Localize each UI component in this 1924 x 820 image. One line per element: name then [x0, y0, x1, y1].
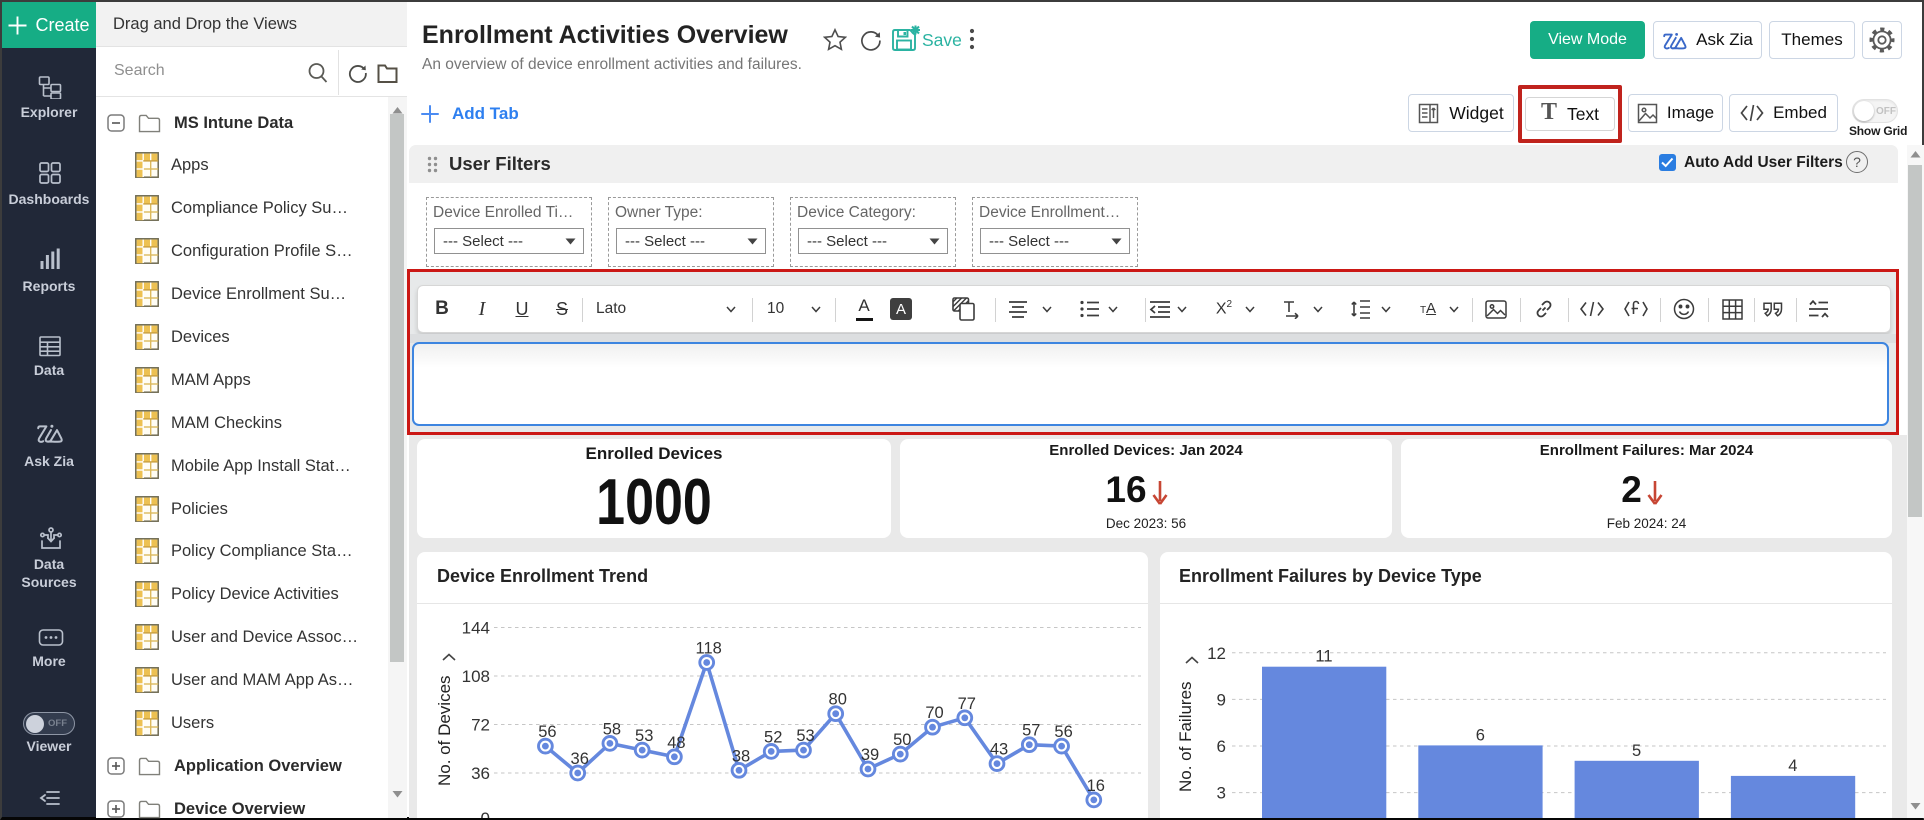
svg-text:56: 56 [1054, 723, 1072, 741]
svg-text:39: 39 [861, 746, 879, 764]
svg-text:50: 50 [893, 731, 911, 749]
svg-text:53: 53 [635, 727, 653, 745]
svg-text:6: 6 [1217, 737, 1226, 756]
svg-text:16: 16 [1087, 777, 1105, 795]
svg-text:36: 36 [471, 764, 490, 783]
svg-text:9: 9 [1217, 690, 1226, 709]
svg-text:57: 57 [1022, 722, 1040, 740]
svg-text:6: 6 [1476, 726, 1485, 744]
svg-text:118: 118 [696, 640, 722, 658]
svg-text:12: 12 [1207, 644, 1226, 663]
svg-text:144: 144 [462, 619, 490, 638]
svg-text:52: 52 [764, 728, 782, 746]
svg-text:No. of Devices: No. of Devices [435, 675, 454, 786]
svg-text:3: 3 [1217, 784, 1226, 803]
svg-text:58: 58 [603, 720, 621, 738]
svg-text:70: 70 [925, 704, 943, 722]
svg-text:36: 36 [571, 750, 589, 768]
svg-text:38: 38 [732, 747, 750, 765]
svg-text:77: 77 [958, 695, 976, 713]
svg-text:11: 11 [1315, 648, 1332, 666]
svg-text:43: 43 [990, 741, 1008, 759]
svg-text:56: 56 [538, 723, 556, 741]
svg-text:4: 4 [1788, 757, 1797, 775]
svg-text:48: 48 [667, 734, 685, 752]
svg-text:53: 53 [796, 727, 814, 745]
svg-text:No. of Failures: No. of Failures [1176, 681, 1195, 792]
svg-text:80: 80 [829, 691, 847, 709]
svg-text:0: 0 [481, 809, 490, 818]
svg-text:72: 72 [471, 716, 490, 735]
svg-text:108: 108 [462, 667, 490, 686]
svg-text:5: 5 [1632, 742, 1641, 760]
